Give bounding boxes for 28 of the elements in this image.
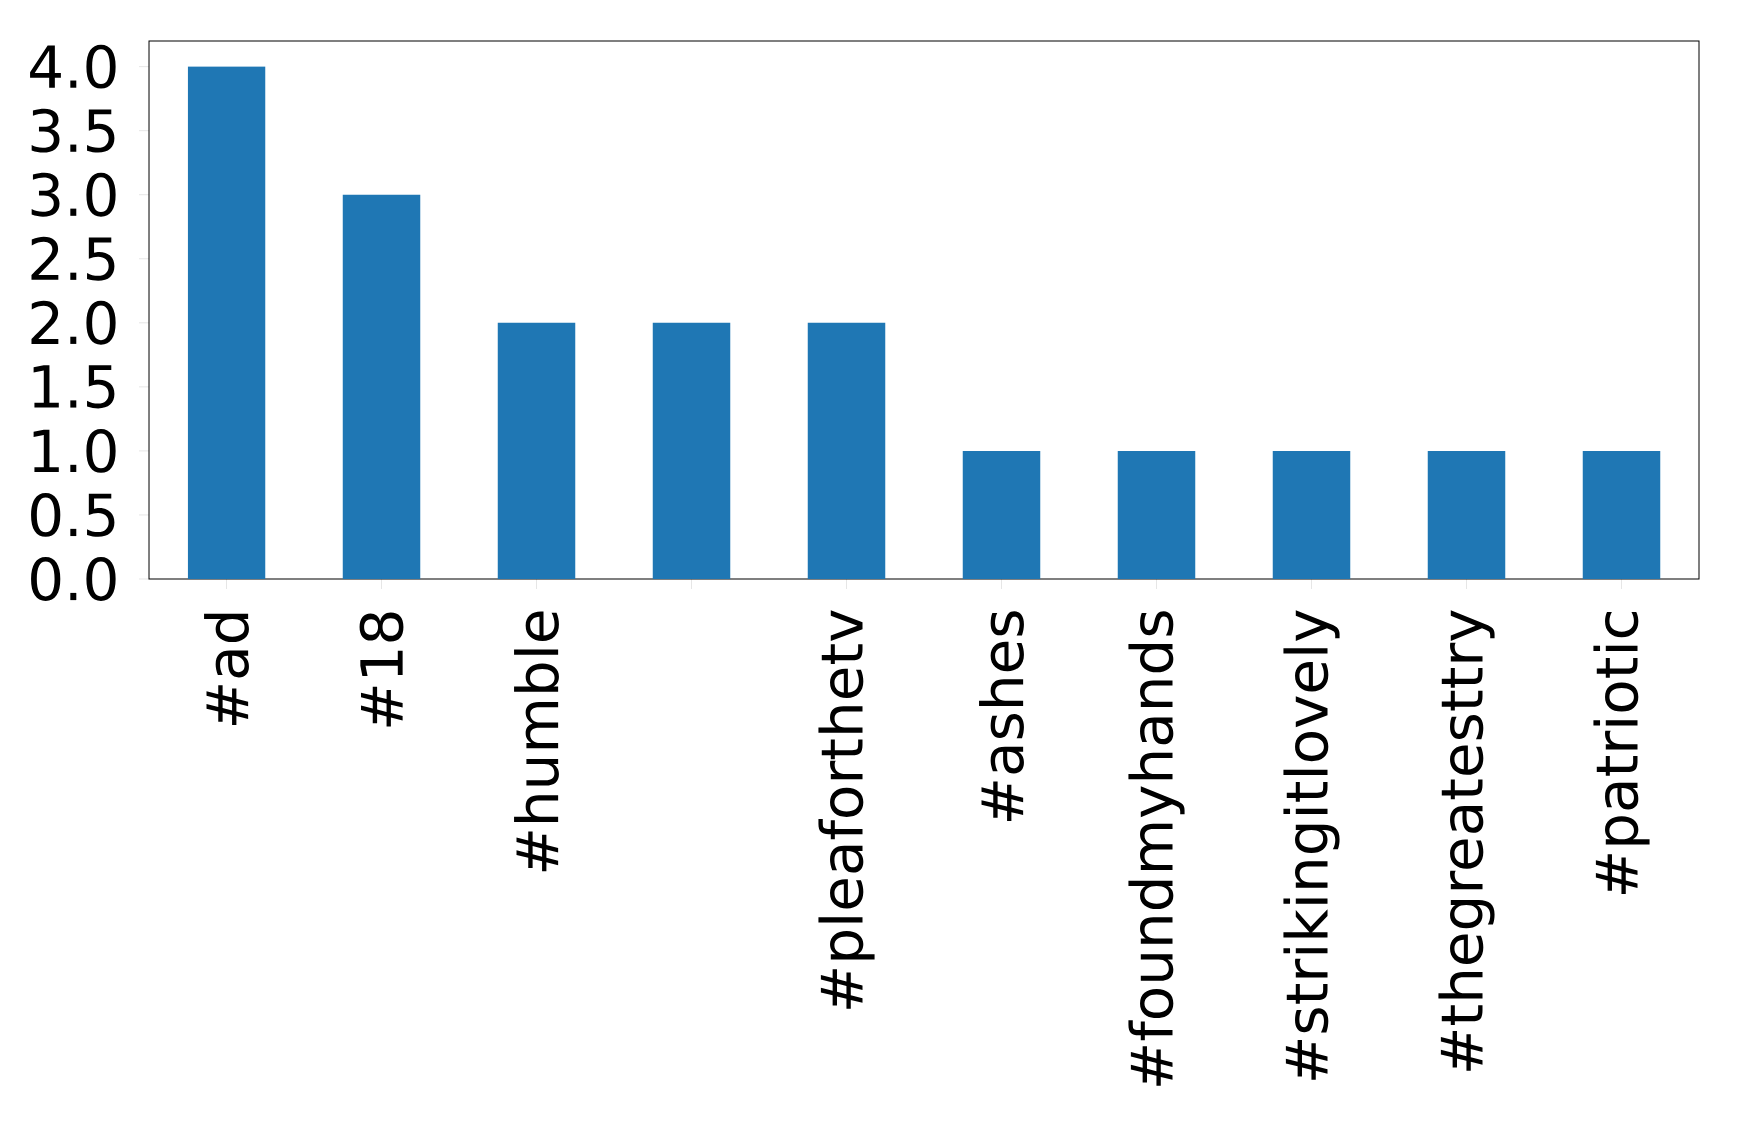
bar <box>807 322 886 579</box>
x-tick-label: #pleaforthetv <box>818 610 875 1009</box>
x-tick-label: #ad <box>204 613 249 726</box>
x-tick-label: #18 <box>359 612 404 727</box>
bar <box>962 450 1041 579</box>
bar <box>187 66 266 579</box>
bar <box>1582 450 1661 579</box>
x-tick-label: #foundmyhands <box>1128 611 1185 1086</box>
bar <box>497 322 576 579</box>
y-tick-label: 4.0 <box>30 44 116 89</box>
bar <box>1272 450 1351 579</box>
y-tick-label: 1.0 <box>33 428 116 473</box>
y-tick-label: 3.5 <box>31 108 115 153</box>
y-tick-label: 1.5 <box>33 365 115 409</box>
x-tick-label: #patriotic <box>1593 612 1650 894</box>
y-tick-label: 2.5 <box>31 236 115 281</box>
x-tick-label: #ashes <box>979 611 1024 822</box>
bar <box>1117 450 1196 579</box>
x-tick-label: #humble <box>514 611 559 872</box>
x-tick-label: #thegreatesttry <box>1438 610 1495 1071</box>
y-tick-label: 0.5 <box>31 493 115 537</box>
y-tick-label: 3.0 <box>31 172 116 217</box>
y-tick-label: 2.0 <box>31 300 116 345</box>
y-tick-label: 0.0 <box>31 557 116 601</box>
x-tick-label: #strikingitlovely <box>1283 610 1340 1080</box>
bar <box>342 194 421 579</box>
bar <box>1427 450 1506 579</box>
bar <box>652 322 731 579</box>
